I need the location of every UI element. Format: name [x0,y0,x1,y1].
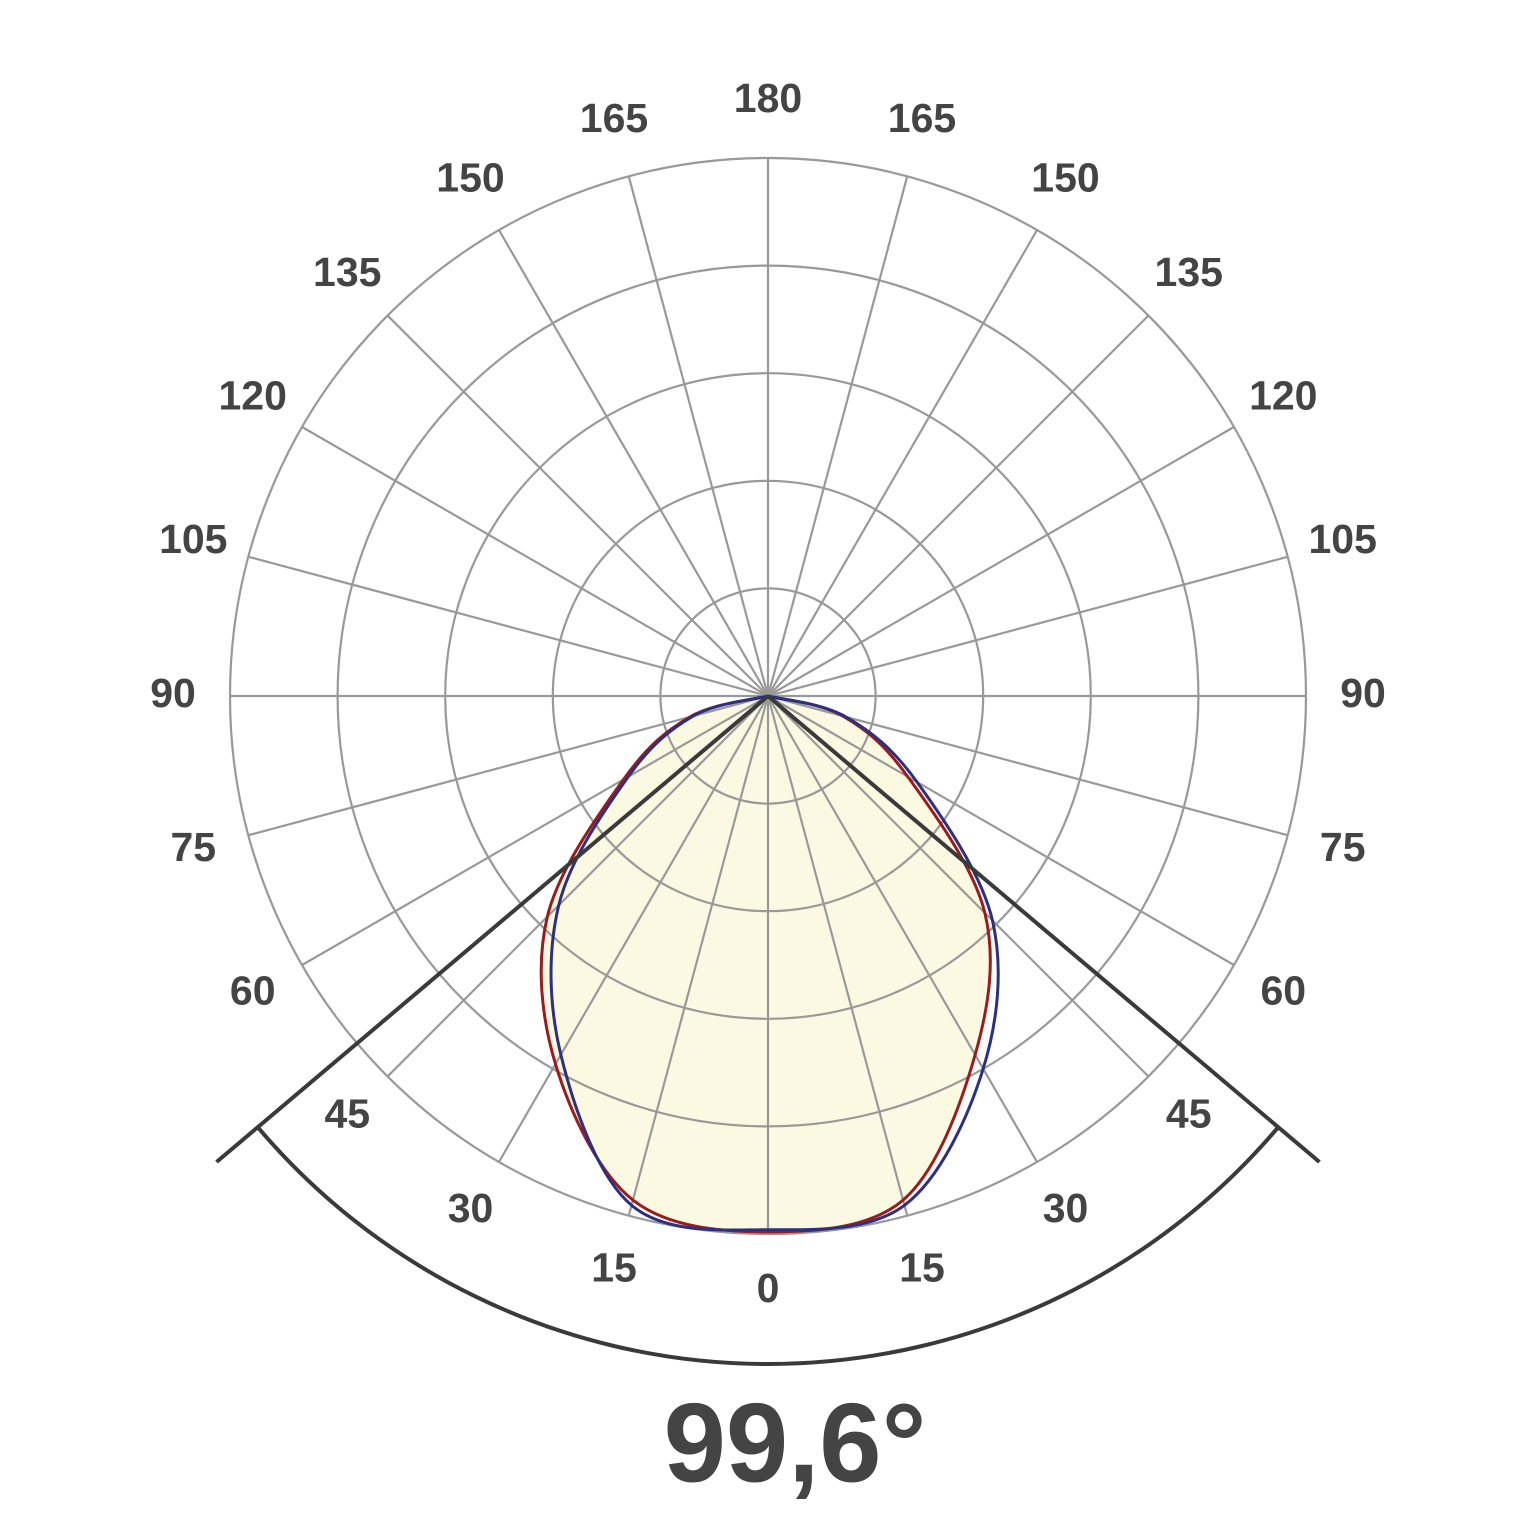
grid-spoke [767,555,1288,698]
beam-arc [256,1125,1280,1367]
theta-tick-label: 120 [1249,372,1317,418]
theta-tick-label: 0 [757,1265,780,1311]
theta-tick-label: 60 [1260,967,1306,1013]
grid-spoke [627,176,770,697]
theta-tick-label: 105 [1309,516,1377,562]
intensity-curve [549,694,1000,1232]
grid-spoke [767,694,1288,837]
grid-spoke [767,314,1150,697]
beam-line [215,694,770,1164]
theta-tick-label: 15 [899,1245,945,1291]
theta-tick-label: 135 [1155,249,1223,295]
grid-spoke [386,695,769,1078]
theta-tick-label: 60 [230,967,276,1013]
area [541,696,991,1232]
grid-spoke [627,695,770,1216]
grid-spoke [498,229,769,697]
intensity-curve [539,694,992,1234]
theta-tick-label: 105 [159,516,227,562]
grid-spoke [767,229,1038,697]
grid-spoke [248,694,769,837]
theta-tick-label: 90 [150,670,196,716]
theta-tick-label: 30 [1043,1185,1089,1231]
grid-spoke [386,314,769,697]
grid-spoke [301,695,769,966]
theta-tick-label: 135 [313,249,381,295]
beam-angle-label: 99,6° [664,1381,927,1506]
theta-tick-label: 150 [436,155,504,201]
grid-spoke [248,555,769,698]
grid-spoke [767,695,1038,1163]
theta-tick-label: 75 [170,824,216,870]
grid-spoke [767,426,1235,697]
theta-tick-label: 30 [448,1185,494,1231]
theta-tick-label: 120 [219,372,287,418]
theta-tick-label: 15 [591,1245,637,1291]
grid-spoke [767,695,1235,966]
grid-spoke [767,695,1150,1078]
grid-spoke [766,176,909,697]
theta-tick-label: 165 [888,95,956,141]
theta-tick-label: 150 [1031,155,1099,201]
theta-tick-label: 180 [734,75,802,121]
theta-tick-label: 45 [1166,1091,1212,1137]
theta-tick-label: 90 [1340,670,1386,716]
theta-tick-label: 45 [324,1091,370,1137]
theta-tick-label: 165 [580,95,648,141]
theta-tick-label: 75 [1320,824,1366,870]
beam-line [766,694,1321,1164]
grid-spoke [301,426,769,697]
grid-spoke [766,695,909,1216]
grid-spoke [498,695,769,1163]
